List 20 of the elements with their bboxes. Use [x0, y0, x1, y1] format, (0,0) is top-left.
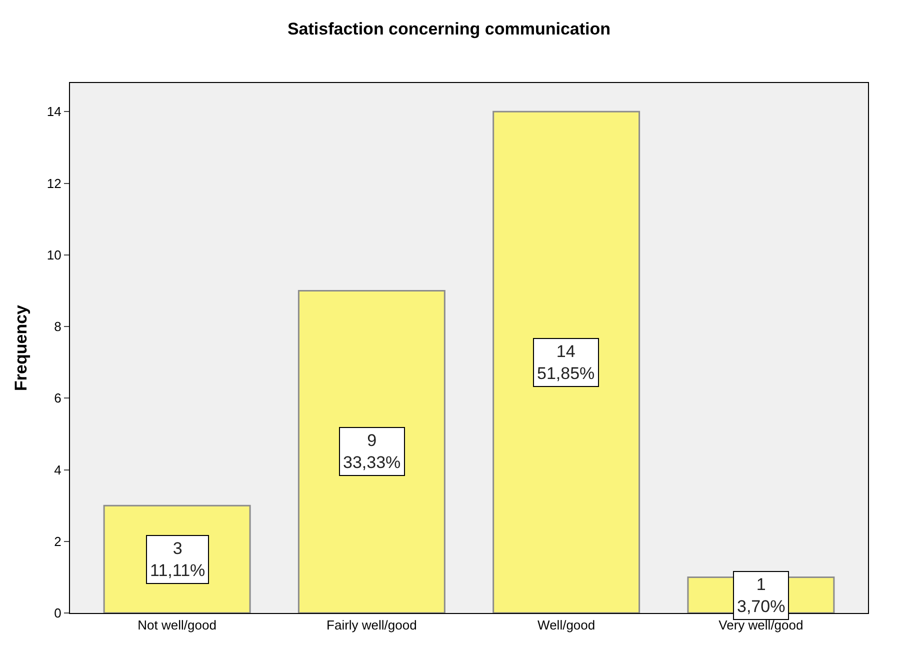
data-label: 14 51,85% [537, 342, 595, 384]
x-tick-label: Not well/good [138, 618, 216, 633]
data-label: 9 33,33% [343, 431, 401, 472]
y-tick-label: 2 [54, 534, 62, 549]
data-label: 1 3,70% [737, 575, 786, 616]
bar [298, 290, 446, 613]
x-tick-label: Very well/good [718, 618, 804, 633]
y-tick-label: 0 [54, 606, 62, 621]
y-tick-label: 4 [54, 462, 62, 478]
x-tick-label: Fairly well/good [326, 618, 417, 633]
data-label: 3 11,11% [150, 539, 206, 580]
y-tick-label: 10 [46, 247, 62, 262]
y-tick-label: 12 [46, 176, 62, 191]
y-tick-label: 8 [54, 319, 62, 334]
y-tick-label: 14 [46, 104, 62, 120]
y-axis-title: Frequency [11, 304, 30, 391]
chart-title: Satisfaction concerning communication [287, 20, 611, 39]
y-tick-label: 6 [54, 390, 62, 406]
x-tick-label: Well/good [538, 618, 596, 633]
bar [492, 110, 640, 613]
